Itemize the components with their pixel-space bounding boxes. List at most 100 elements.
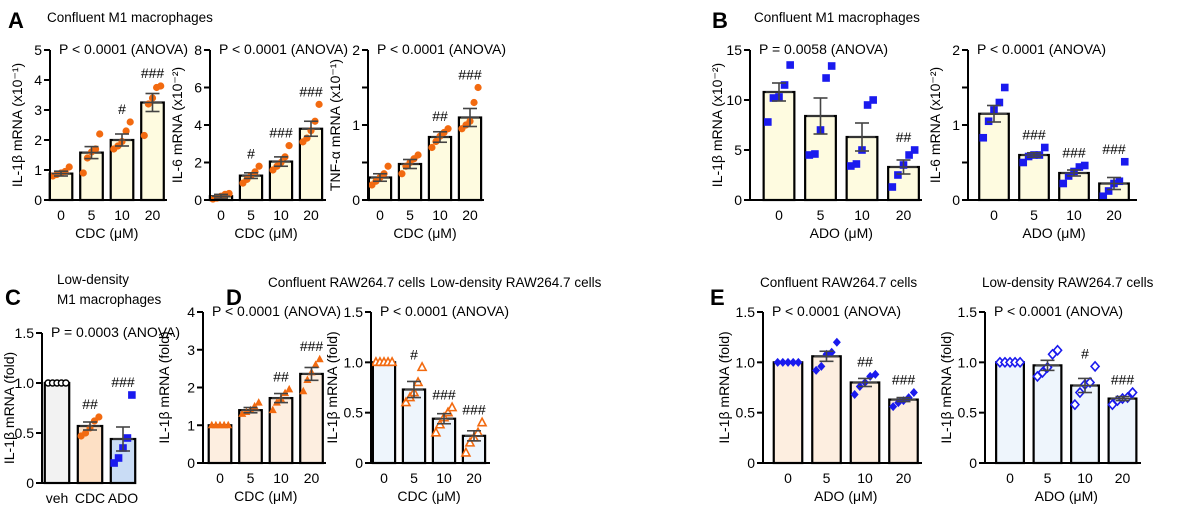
y-tick-label: 1.0 [344, 354, 364, 370]
x-tick-label: 5 [823, 470, 831, 486]
y-tick-label: 0 [194, 192, 202, 208]
data-point [470, 98, 478, 107]
x-tick-label: 5 [817, 207, 825, 223]
y-tick-label: 0 [952, 192, 960, 208]
x-axis-label: CDC (μM) [393, 225, 456, 241]
significance-label: ### [1062, 145, 1086, 161]
x-tick-label: 10 [854, 207, 870, 223]
y-tick-label: 1.5 [958, 304, 978, 320]
y-axis-label: IL-1β mRNA (fold) [716, 331, 732, 443]
data-point [1120, 157, 1129, 166]
data-point [869, 96, 877, 104]
panel-letter: B [712, 8, 728, 33]
data-point [446, 401, 458, 412]
y-tick-label: 5 [34, 42, 42, 58]
x-tick-label: 5 [1044, 470, 1052, 486]
significance-label: ### [1111, 372, 1135, 388]
data-point [1075, 163, 1084, 171]
y-axis-label: TNF-α mRNA (x10⁻¹) [327, 59, 343, 191]
data-point [225, 189, 233, 198]
x-tick-label: 20 [896, 470, 912, 486]
bar [1032, 364, 1063, 465]
data-point [979, 133, 988, 142]
chart-6: 0 5 ## 10 ### 20 0 1 2 3 4 P < 0.0001 (ANOVA) IL-1β … [156, 303, 341, 504]
data-point [474, 83, 482, 92]
y-tick-label: 0 [187, 455, 195, 471]
p-value-label: P = 0.0058 (ANOVA) [759, 41, 888, 57]
data-point [769, 94, 778, 102]
data-point [384, 162, 392, 170]
data-point [1052, 344, 1063, 356]
y-axis-label: IL-6 mRNA (x10⁻²) [927, 67, 943, 183]
significance-label: # [118, 101, 126, 117]
x-tick-label: 10 [273, 207, 289, 223]
significance-label: ## [432, 108, 448, 124]
x-tick-label: 20 [896, 207, 912, 223]
bar [238, 174, 264, 202]
data-point [81, 429, 90, 437]
data-point [95, 413, 103, 421]
x-tick-label: 5 [247, 207, 255, 223]
chart-5: veh ## CDC ### ADO 0 0.5 1.0 1.5 P = 0.0003 (ANOV… [1, 324, 180, 506]
data-point [773, 357, 782, 367]
significance-label: ### [300, 338, 324, 354]
y-tick-label: 1.5 [15, 325, 35, 341]
x-tick-label: 0 [216, 470, 224, 486]
y-tick-label: 2 [194, 155, 202, 171]
panel-title: Low-density RAW264.7 cells [982, 275, 1154, 290]
y-tick-label: 1.5 [344, 304, 364, 320]
p-value-label: P < 0.0001 (ANOVA) [977, 41, 1106, 57]
y-tick-label: 3 [187, 342, 195, 358]
data-point [822, 74, 830, 82]
y-axis-label: IL-1β mRNA (fold) [1, 352, 17, 464]
data-point [905, 151, 913, 159]
bar [431, 417, 457, 465]
x-tick-label: 0 [1006, 470, 1014, 486]
y-tick-label: 2 [952, 42, 960, 58]
data-point [1115, 177, 1124, 186]
x-tick-label: 0 [217, 207, 225, 223]
y-axis-label: IL-1β mRNA (x10⁻²) [709, 63, 725, 187]
data-point [476, 416, 488, 427]
x-tick-label: 20 [462, 207, 478, 223]
panel-letter: D [226, 285, 242, 310]
x-tick-label: ADO [108, 490, 138, 506]
data-point [65, 163, 73, 171]
p-value-label: P < 0.0001 (ANOVA) [772, 303, 901, 319]
y-tick-label: 1 [34, 162, 42, 178]
y-tick-label: 0 [969, 455, 977, 471]
y-axis-label: IL-1β mRNA (fold) [156, 331, 172, 443]
chart-7: 0 #5 ### 10 ### 20 0 0.5 1.0 1.5 P < 0.0001 (ANOVA… [324, 303, 509, 504]
data-point [847, 162, 855, 170]
significance-label: ## [82, 396, 98, 412]
data-point [126, 118, 134, 126]
data-point [398, 170, 406, 178]
x-tick-label: 5 [88, 207, 96, 223]
bar [371, 361, 397, 465]
y-tick-label: 0.5 [15, 425, 35, 441]
x-tick-label: 0 [784, 470, 792, 486]
bar [238, 409, 263, 465]
chart-1: 0 #5 ### 10 ### 20 0 2 4 6 8 P < 0.0001 (ANOVA) IL-6… [169, 41, 348, 241]
significance-label: ### [111, 374, 135, 390]
x-tick-label: 5 [247, 470, 255, 486]
data-point [1090, 360, 1101, 373]
data-point [315, 354, 324, 363]
y-tick-label: 5 [734, 142, 742, 158]
panel-title: Confluent RAW264.7 cells [268, 275, 425, 290]
data-point [1000, 83, 1009, 92]
significance-label: # [1081, 345, 1089, 361]
data-point [778, 357, 787, 367]
data-point [888, 183, 897, 191]
x-axis-label: CDC (μM) [234, 488, 297, 504]
chart-4: 0 ### 5 ### 10 ### 20 0 1 2 P < 0.0001 (ANOVA) IL-6… [927, 41, 1137, 241]
y-tick-label: 4 [194, 117, 202, 133]
data-point [1099, 192, 1108, 201]
data-point [62, 379, 70, 387]
data-point [224, 420, 233, 429]
data-point [140, 131, 148, 140]
data-point [995, 98, 1004, 107]
x-tick-label: 10 [114, 207, 130, 223]
data-point [299, 386, 308, 395]
data-point [79, 169, 87, 177]
